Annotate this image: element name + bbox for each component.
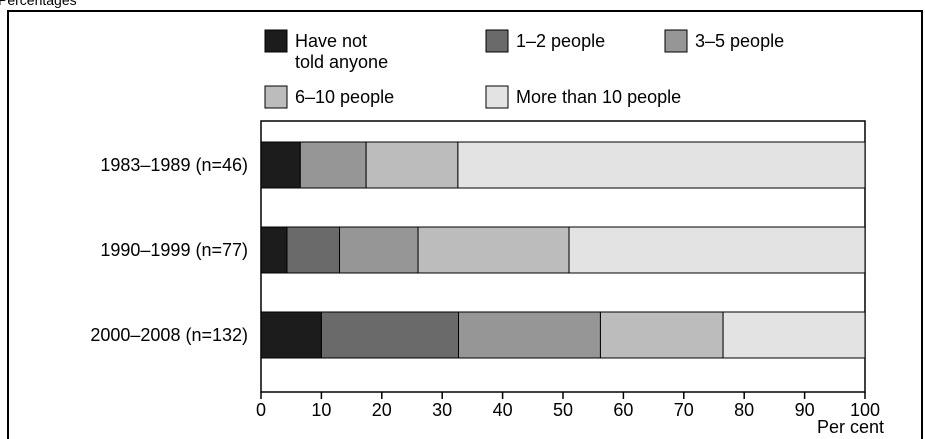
legend-label-2: 1–2 people [516,31,605,51]
legend-label-3: 3–5 people [695,31,784,51]
category-label: 1983–1989 (n=46) [100,155,248,175]
bar-segment-3-5 [722,311,866,359]
corner-text: Percentages [0,0,77,8]
bar-segment-1-5 [457,141,866,189]
x-tick-label: 0 [256,400,266,420]
x-axis-title: Per cent [817,417,884,437]
bar-segment-1-3 [299,141,367,189]
legend-label-1: Have not told anyone [295,31,388,72]
bar-segment-2-4 [417,226,570,274]
bar-segment-3-1 [260,311,322,359]
bar-segment-3-2 [320,311,460,359]
bar-segment-2-2 [286,226,341,274]
legend-label-4: 6–10 people [295,87,394,107]
x-axis: 0 10 20 30 40 50 60 70 80 90 100 [256,392,880,420]
legend-swatch-1 [264,29,288,53]
x-tick-label: 50 [553,400,573,420]
bar-segment-2-1 [260,226,288,274]
bars-group [260,141,866,359]
x-tick-label: 60 [613,400,633,420]
x-tick-label: 80 [734,400,754,420]
x-tick-label: 10 [311,400,331,420]
bar-segment-2-3 [339,226,419,274]
bar-segment-2-5 [568,226,866,274]
bar-segment-3-3 [458,311,601,359]
legend-swatch-4 [264,85,288,109]
x-tick-label: 90 [795,400,815,420]
legend-swatch-5 [485,85,509,109]
x-tick-label: 40 [493,400,513,420]
figure-frame [7,10,923,439]
category-labels: 1983–1989 (n=46) 1990–1999 (n=77) 2000–200… [90,155,248,345]
x-tick-label: 30 [432,400,452,420]
legend: Have not told anyone 1–2 people 3–5 people 6… [264,29,784,109]
x-tick-label: 20 [372,400,392,420]
x-tick-label: 100 [850,400,880,420]
bar-segment-1-1 [260,141,301,189]
x-tick-label: 70 [674,400,694,420]
category-label: 2000–2008 (n=132) [90,325,248,345]
legend-label-5: More than 10 people [516,87,681,107]
category-label: 1990–1999 (n=77) [100,240,248,260]
bar-segment-3-4 [599,311,724,359]
legend-swatch-2 [485,29,509,53]
bar-segment-1-4 [365,141,459,189]
legend-swatch-3 [664,29,688,53]
